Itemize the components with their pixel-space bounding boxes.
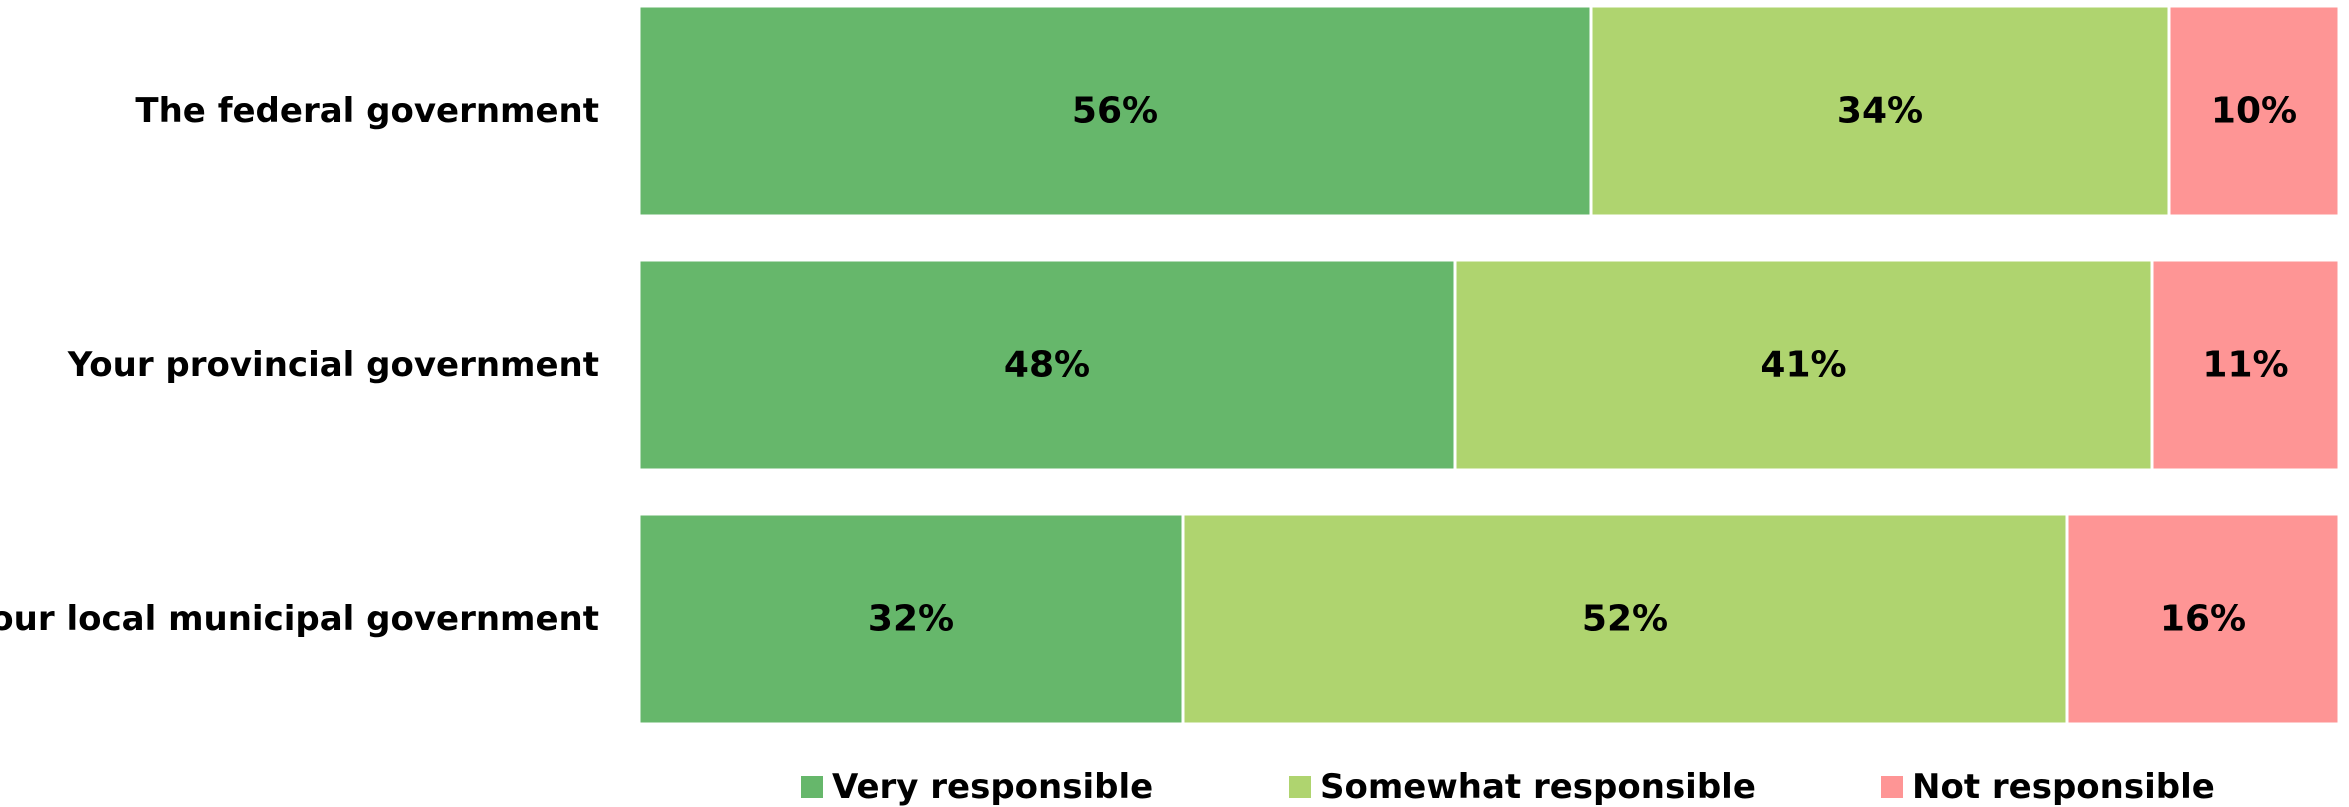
data-label-very-responsible-your-local-municipal-government: 32%: [868, 599, 954, 640]
category-labels: The federal government Your provincial go…: [0, 91, 599, 639]
bar-very-responsible-your-local-municipal-government: [637, 512, 1185, 726]
bar-not-responsible-your-provincial-government: [2150, 258, 2341, 472]
category-label-your-provincial-government: Your provincial government: [67, 345, 599, 385]
category-label-the-federal-government: The federal government: [135, 91, 599, 131]
legend-label-somewhat-responsible: Somewhat responsible: [1320, 767, 1756, 807]
data-label-not-responsible-the-federal-government: 10%: [2211, 91, 2297, 132]
data-label-not-responsible-your-provincial-government: 11%: [2202, 345, 2288, 386]
legend-label-not-responsible: Not responsible: [1912, 767, 2215, 807]
bars: [637, 4, 2341, 726]
legend-swatch-somewhat-responsible: [1289, 776, 1311, 798]
data-label-very-responsible-the-federal-government: 56%: [1072, 91, 1158, 132]
legend-swatch-not-responsible: [1881, 776, 1903, 798]
legend-swatch-very-responsible: [801, 776, 823, 798]
bar-somewhat-responsible-the-federal-government: [1589, 4, 2171, 218]
legend-label-very-responsible: Very responsible: [832, 767, 1153, 807]
data-label-very-responsible-your-provincial-government: 48%: [1004, 345, 1090, 386]
data-label-not-responsible-your-local-municipal-government: 16%: [2160, 599, 2246, 640]
bar-very-responsible-the-federal-government: [637, 4, 1593, 218]
bar-not-responsible-your-local-municipal-government: [2065, 512, 2341, 726]
legend: Very responsible Somewhat responsible Not …: [801, 767, 2215, 807]
bar-very-responsible-your-provincial-government: [637, 258, 1457, 472]
bar-not-responsible-the-federal-government: [2167, 4, 2341, 218]
bar-somewhat-responsible-your-provincial-government: [1453, 258, 2154, 472]
bar-somewhat-responsible-your-local-municipal-government: [1181, 512, 2069, 726]
data-label-somewhat-responsible-your-local-municipal-government: 52%: [1582, 599, 1668, 640]
data-label-somewhat-responsible-your-provincial-government: 41%: [1760, 345, 1846, 386]
segment-labels: 56% 34% 10% 48% 41% 11% 32% 52% 16%: [868, 91, 2297, 640]
data-label-somewhat-responsible-the-federal-government: 34%: [1837, 91, 1923, 132]
category-label-your-local-municipal-government: Your local municipal government: [0, 599, 599, 639]
